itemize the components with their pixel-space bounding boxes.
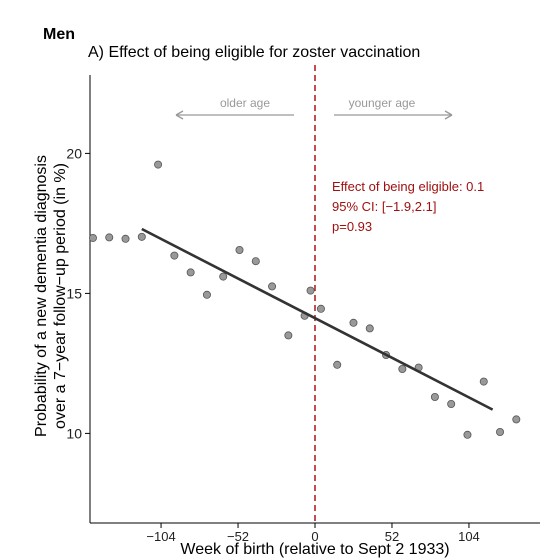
- y-axis-title-line2: over a 7−year follow−up period (in %): [52, 163, 69, 429]
- annotation-ci: 95% CI: [−1.9,2.1]: [332, 199, 436, 214]
- age-arrows: [175, 110, 453, 120]
- data-point: [463, 430, 472, 439]
- data-point: [105, 233, 114, 242]
- data-point: [170, 251, 179, 260]
- y-axis-title-line1: Probability of a new dementia diagnosis: [33, 155, 50, 437]
- younger-age-label: younger age: [349, 96, 416, 110]
- data-point: [137, 232, 146, 241]
- x-axis-title: Week of birth (relative to Sept 2 1933): [180, 541, 449, 558]
- data-point: [121, 234, 130, 243]
- data-point: [398, 364, 407, 373]
- data-point: [306, 286, 315, 295]
- data-point: [219, 272, 228, 281]
- data-point: [251, 257, 260, 266]
- annotation-effect: Effect of being eligible: 0.1: [332, 179, 484, 194]
- younger-age-arrowhead: [444, 110, 453, 120]
- data-point: [316, 304, 325, 313]
- data-point: [349, 318, 358, 327]
- data-point: [154, 160, 163, 169]
- data-point: [88, 233, 97, 242]
- panel-title: A) Effect of being eligible for zoster v…: [88, 44, 420, 61]
- x-tick-label: 52: [385, 529, 399, 544]
- data-point: [496, 427, 505, 436]
- data-point: [284, 331, 293, 340]
- data-point: [479, 377, 488, 386]
- y-tick-label: 10: [66, 425, 82, 441]
- y-tick-label: 15: [66, 285, 82, 301]
- data-point: [333, 360, 342, 369]
- x-tick-label: −52: [227, 529, 249, 544]
- data-point: [235, 245, 244, 254]
- y-tick-label: 20: [66, 145, 82, 161]
- older-age-label: older age: [220, 96, 270, 110]
- data-points: [88, 160, 521, 439]
- data-point: [186, 268, 195, 277]
- x-tick-label: 0: [311, 529, 318, 544]
- axis-ticks: −104 −52 0 52 104 10 15 20: [66, 145, 479, 544]
- data-point: [365, 324, 374, 333]
- group-label: Men: [43, 26, 75, 43]
- data-point: [430, 392, 439, 401]
- data-point: [447, 399, 456, 408]
- x-tick-label: 104: [458, 529, 480, 544]
- older-age-arrowhead: [175, 110, 184, 120]
- x-tick-label: −104: [146, 529, 175, 544]
- data-point: [512, 415, 521, 424]
- data-point: [202, 290, 211, 299]
- data-point: [268, 282, 277, 291]
- annotation-p-value: p=0.93: [332, 219, 372, 234]
- fit-line: [141, 227, 494, 411]
